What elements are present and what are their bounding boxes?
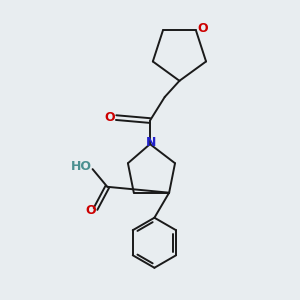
Text: N: N <box>146 136 156 149</box>
Text: O: O <box>197 22 208 35</box>
Text: O: O <box>85 204 95 217</box>
Text: O: O <box>104 111 115 124</box>
Text: HO: HO <box>71 160 92 173</box>
